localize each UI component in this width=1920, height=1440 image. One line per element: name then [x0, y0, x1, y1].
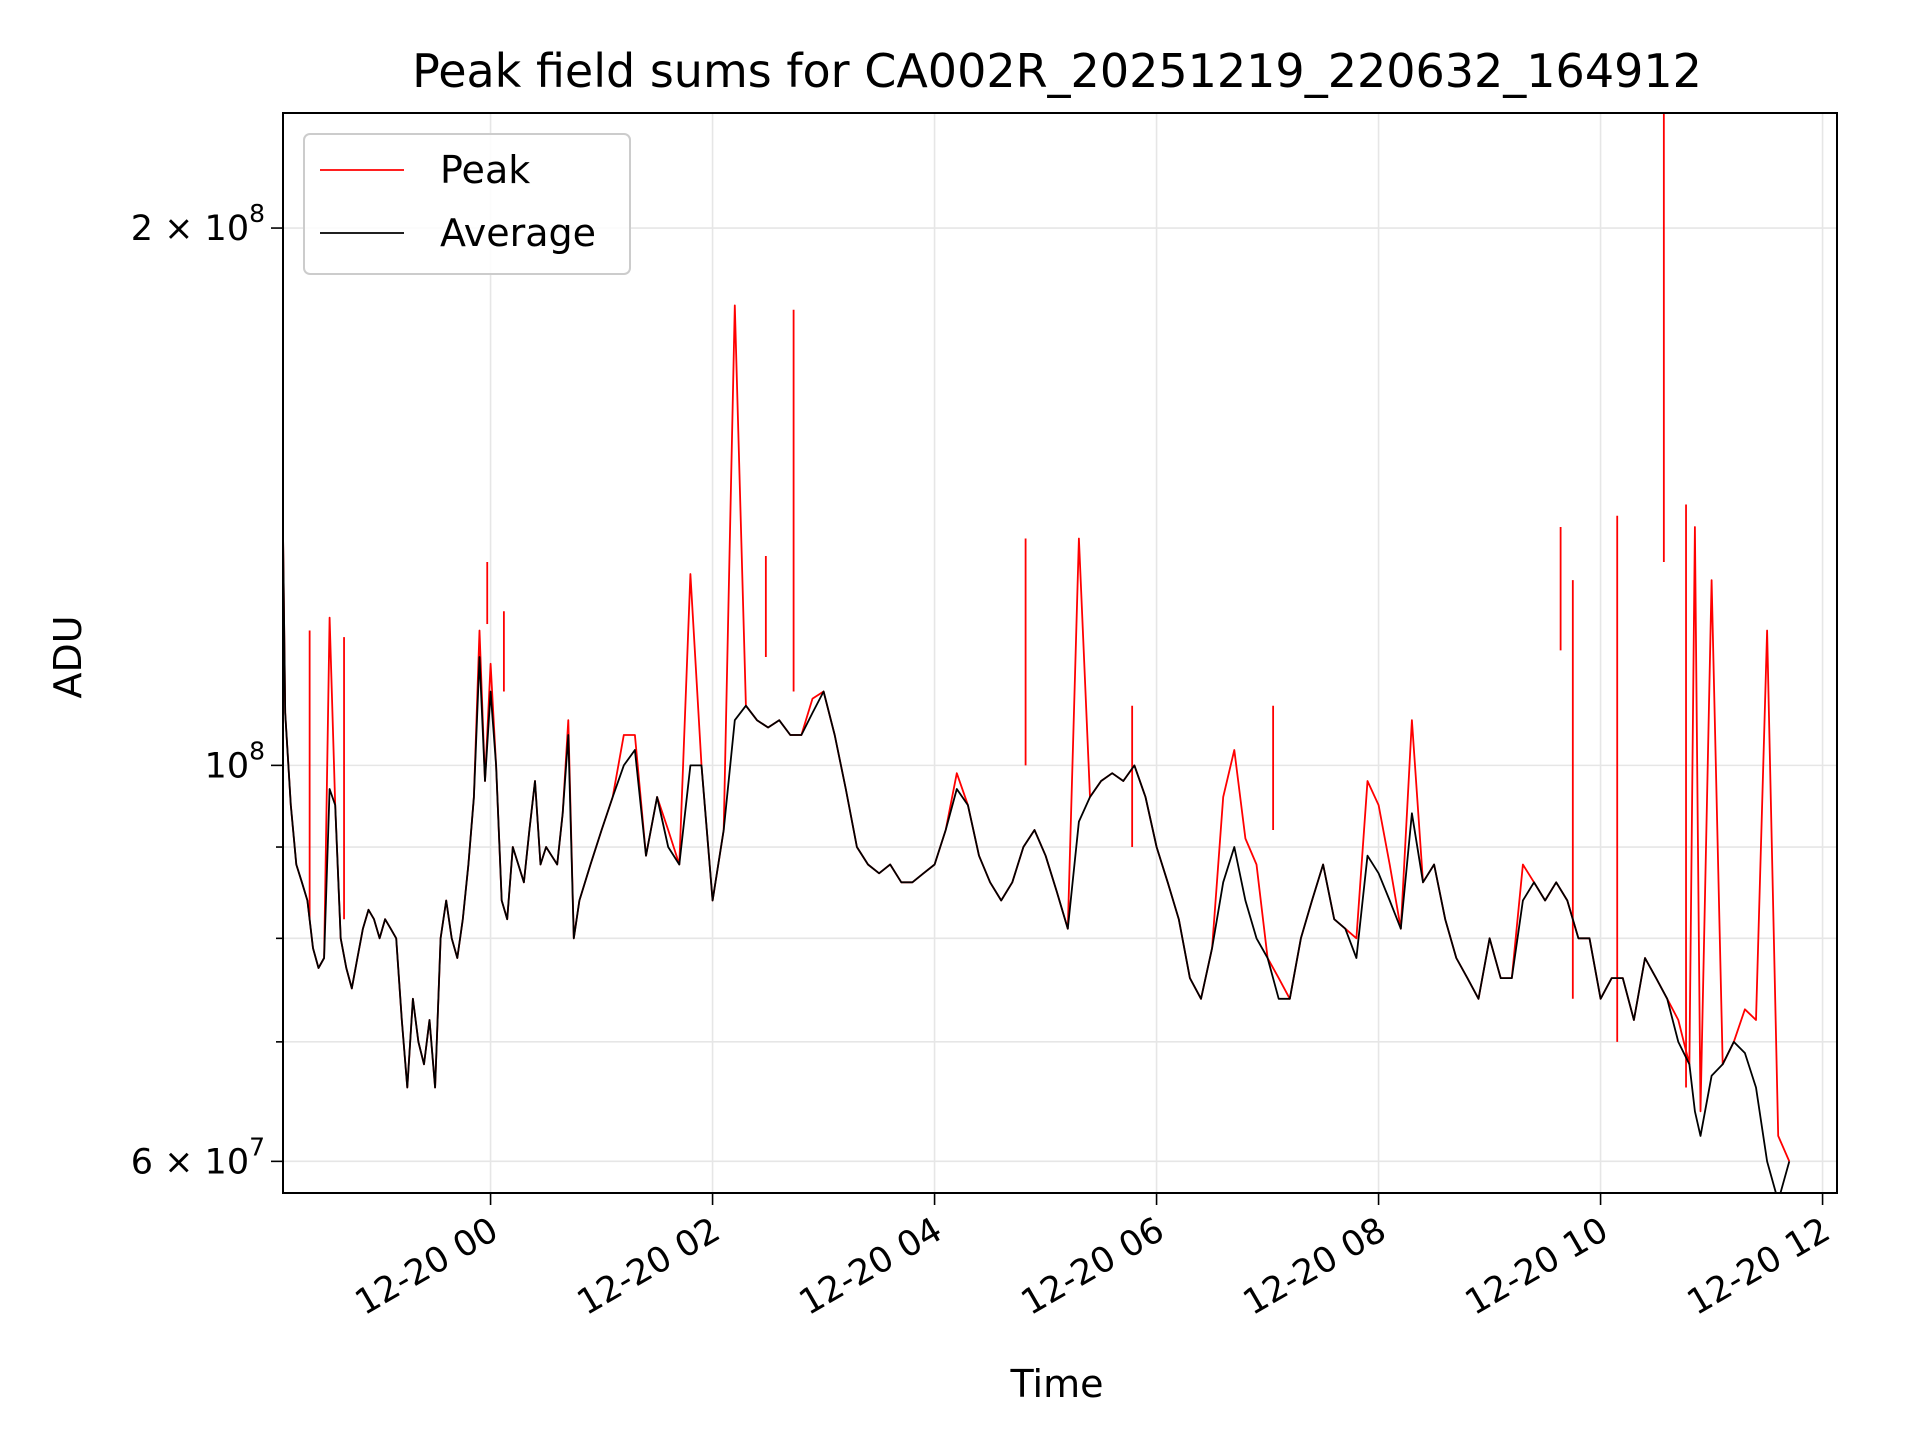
y-tick-exponent: 7	[249, 1132, 265, 1161]
series-line-average	[283, 532, 1791, 1193]
plot-frame	[282, 112, 1838, 1194]
y-tick-label: 2 × 108	[131, 199, 265, 249]
y-tick-base: 6 × 10	[131, 1142, 249, 1182]
legend: Peak Average	[303, 133, 631, 275]
series-group	[283, 113, 1791, 1193]
y-axis-label: ADU	[46, 615, 90, 698]
y-tick-exponent: 8	[249, 199, 265, 228]
legend-box	[303, 133, 631, 275]
y-tick-base: 2 × 10	[131, 209, 249, 249]
x-axis-label: Time	[1010, 1362, 1104, 1406]
y-tick-exponent: 8	[249, 736, 265, 765]
y-tick-label: 6 × 107	[131, 1132, 265, 1182]
legend-label-peak: Peak	[440, 148, 530, 192]
legend-label-average: Average	[440, 211, 596, 255]
y-tick-base: 10	[205, 746, 250, 786]
chart-title: Peak field sums for CA002R_20251219_2206…	[412, 44, 1702, 98]
y-tick-label: 108	[205, 736, 265, 786]
